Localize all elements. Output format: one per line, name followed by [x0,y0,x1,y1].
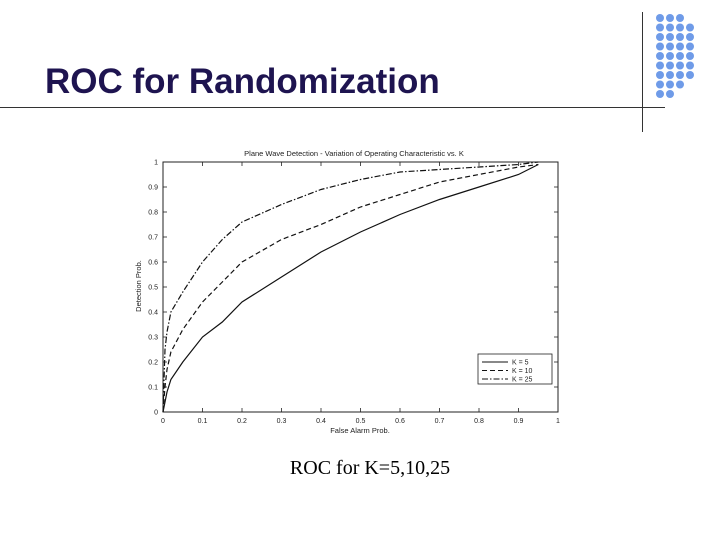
y-axis-label: Detection Prob. [134,260,143,312]
decorative-dot [656,90,664,98]
legend-entry: K = 25 [512,377,533,384]
x-tick-label: 0.8 [474,418,484,425]
title-divider-horizontal [0,107,665,108]
decorative-dot [676,14,684,22]
x-tick-label: 0.4 [316,418,326,425]
x-tick-label: 0.3 [277,418,287,425]
y-tick-label: 0.7 [148,235,158,242]
decorative-dot [686,42,694,51]
decorative-dot [676,71,684,79]
decorative-dot [666,71,674,79]
y-tick-label: 0.2 [148,360,158,367]
decorative-dot [686,23,694,32]
decorative-dot [656,52,664,60]
decorative-dot [666,14,674,22]
x-tick-label: 0.6 [395,418,405,425]
decorative-dot [656,61,664,70]
legend-entry: K = 10 [512,368,533,375]
slide-title: ROC for Randomization [45,62,440,101]
decorative-dot [656,71,664,79]
y-tick-label: 0 [154,410,158,417]
y-tick-label: 0.3 [148,335,158,342]
y-tick-label: 0.4 [148,310,158,317]
decorative-dot-grid [656,14,694,98]
decorative-dot [666,80,674,89]
series-line-k25 [162,161,539,413]
decorative-dot [666,42,674,51]
y-tick-label: 0.8 [148,210,158,217]
x-tick-label: 0.9 [514,418,524,425]
decorative-dot [666,61,674,70]
roc-chart: Plane Wave Detection - Variation of Oper… [125,140,585,440]
x-tick-label: 0.2 [237,418,247,425]
decorative-dot [676,42,684,51]
x-tick-label: 0 [161,418,165,425]
decorative-dot [686,33,694,41]
y-tick-label: 0.9 [148,185,158,192]
decorative-dot [666,52,674,60]
title-divider-vertical [642,12,643,132]
decorative-dot [656,14,664,22]
decorative-dot [666,90,674,98]
decorative-dot [686,61,694,70]
x-tick-label: 0.1 [198,418,208,425]
decorative-dot [656,80,664,89]
x-tick-label: 1 [556,418,560,425]
series-line-k5 [162,163,539,413]
y-tick-label: 0.6 [148,260,158,267]
y-tick-label: 0.5 [148,285,158,292]
x-tick-label: 0.7 [435,418,445,425]
x-tick-label: 0.5 [356,418,366,425]
decorative-dot [656,23,664,32]
chart-title: Plane Wave Detection - Variation of Oper… [244,149,464,158]
decorative-dot [666,33,674,41]
decorative-dot [666,23,674,32]
decorative-dot [676,33,684,41]
decorative-dot [676,61,684,70]
decorative-dot [686,52,694,60]
decorative-dot [676,52,684,60]
y-tick-label: 0.1 [148,385,158,392]
decorative-dot [676,80,684,89]
y-tick-label: 1 [154,160,158,167]
decorative-dot [686,71,694,79]
decorative-dot [656,42,664,51]
slide-caption: ROC for K=5,10,25 [289,457,451,479]
legend-entry: K = 5 [512,360,529,367]
decorative-dot [676,23,684,32]
series-line-k10 [162,163,539,413]
x-axis-label: False Alarm Prob. [330,426,390,435]
decorative-dot [656,33,664,41]
